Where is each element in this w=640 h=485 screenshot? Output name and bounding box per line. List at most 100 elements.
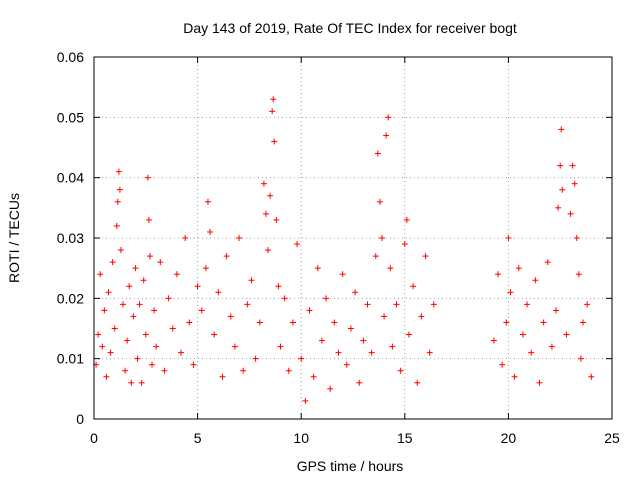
data-point <box>418 313 425 320</box>
data-point <box>356 379 363 386</box>
data-point <box>524 301 531 308</box>
data-point <box>146 253 153 260</box>
data-point <box>374 150 381 157</box>
data-point <box>219 373 226 380</box>
data-point <box>335 349 342 356</box>
data-point <box>178 349 185 356</box>
data-point <box>103 373 110 380</box>
data-point <box>503 319 510 326</box>
data-point <box>588 373 595 380</box>
data-point <box>559 186 566 193</box>
data-point <box>190 361 197 368</box>
data-point <box>318 337 325 344</box>
data-point <box>584 301 591 308</box>
data-point <box>115 168 122 175</box>
data-point <box>260 180 267 187</box>
data-point <box>385 114 392 121</box>
chart-title: Day 143 of 2019, Rate Of TEC Index for r… <box>183 20 517 36</box>
data-point <box>281 295 288 302</box>
data-point <box>165 295 172 302</box>
data-point <box>393 301 400 308</box>
data-point <box>270 96 277 103</box>
data-point <box>173 271 180 278</box>
data-point <box>236 235 243 241</box>
data-point <box>573 235 580 241</box>
data-point <box>149 361 156 368</box>
data-point <box>231 343 238 350</box>
data-point <box>368 349 375 356</box>
data-point <box>310 373 317 380</box>
data-point <box>331 319 338 326</box>
data-point <box>169 325 176 332</box>
data-point <box>153 343 160 350</box>
data-point <box>111 325 118 332</box>
data-point <box>397 367 404 374</box>
data-point <box>289 319 296 326</box>
y-tick-label: 0.04 <box>57 170 84 186</box>
data-point <box>401 241 408 248</box>
data-point <box>555 204 562 211</box>
y-tick-label: 0.03 <box>57 230 84 246</box>
data-point <box>285 367 292 374</box>
y-axis-label: ROTI / TECUs <box>6 193 22 283</box>
data-point <box>240 367 247 374</box>
data-point <box>403 216 410 223</box>
data-point <box>426 349 433 356</box>
grid <box>94 57 612 419</box>
data-point <box>142 331 149 338</box>
data-point <box>499 361 506 368</box>
x-tick-label: 25 <box>604 430 620 446</box>
data-point <box>145 216 152 223</box>
data-point <box>117 247 124 254</box>
data-point <box>511 373 518 380</box>
data-point <box>364 301 371 308</box>
data-points <box>93 96 595 404</box>
data-point <box>265 247 272 254</box>
data-point <box>194 283 201 290</box>
data-point <box>186 319 193 326</box>
data-point <box>116 186 123 193</box>
data-point <box>267 192 274 199</box>
x-tick-label: 0 <box>90 430 98 446</box>
data-point <box>579 319 586 326</box>
data-point <box>223 253 230 260</box>
data-point <box>256 319 263 326</box>
data-point <box>99 343 106 350</box>
data-point <box>507 289 514 296</box>
x-tick-label: 15 <box>397 430 413 446</box>
data-point <box>211 331 218 338</box>
data-point <box>410 283 417 290</box>
data-point <box>314 265 321 272</box>
data-point <box>134 355 141 362</box>
data-point <box>161 367 168 374</box>
data-point <box>495 271 502 278</box>
data-point <box>567 210 574 217</box>
data-point <box>126 283 133 290</box>
y-tick-label: 0 <box>76 411 84 427</box>
data-point <box>553 307 560 314</box>
data-point <box>569 162 576 169</box>
data-point <box>122 367 129 374</box>
data-point <box>571 180 578 187</box>
data-point <box>271 138 278 145</box>
data-point <box>536 379 543 386</box>
data-point <box>202 265 209 272</box>
x-axis-ticks: 0 5 10 15 20 25 <box>90 57 620 446</box>
data-point <box>557 162 564 169</box>
data-point <box>275 283 282 290</box>
data-point <box>389 343 396 350</box>
data-point <box>339 271 346 278</box>
y-tick-label: 0.06 <box>57 49 84 65</box>
data-point <box>215 289 222 296</box>
data-point <box>109 259 116 266</box>
data-point <box>505 235 512 241</box>
data-point <box>140 277 147 284</box>
data-point <box>138 379 145 386</box>
y-tick-label: 0.01 <box>57 351 84 367</box>
data-point <box>95 331 102 338</box>
data-point <box>519 331 526 338</box>
data-point <box>376 198 383 205</box>
data-point <box>262 210 269 217</box>
data-point <box>352 289 359 296</box>
